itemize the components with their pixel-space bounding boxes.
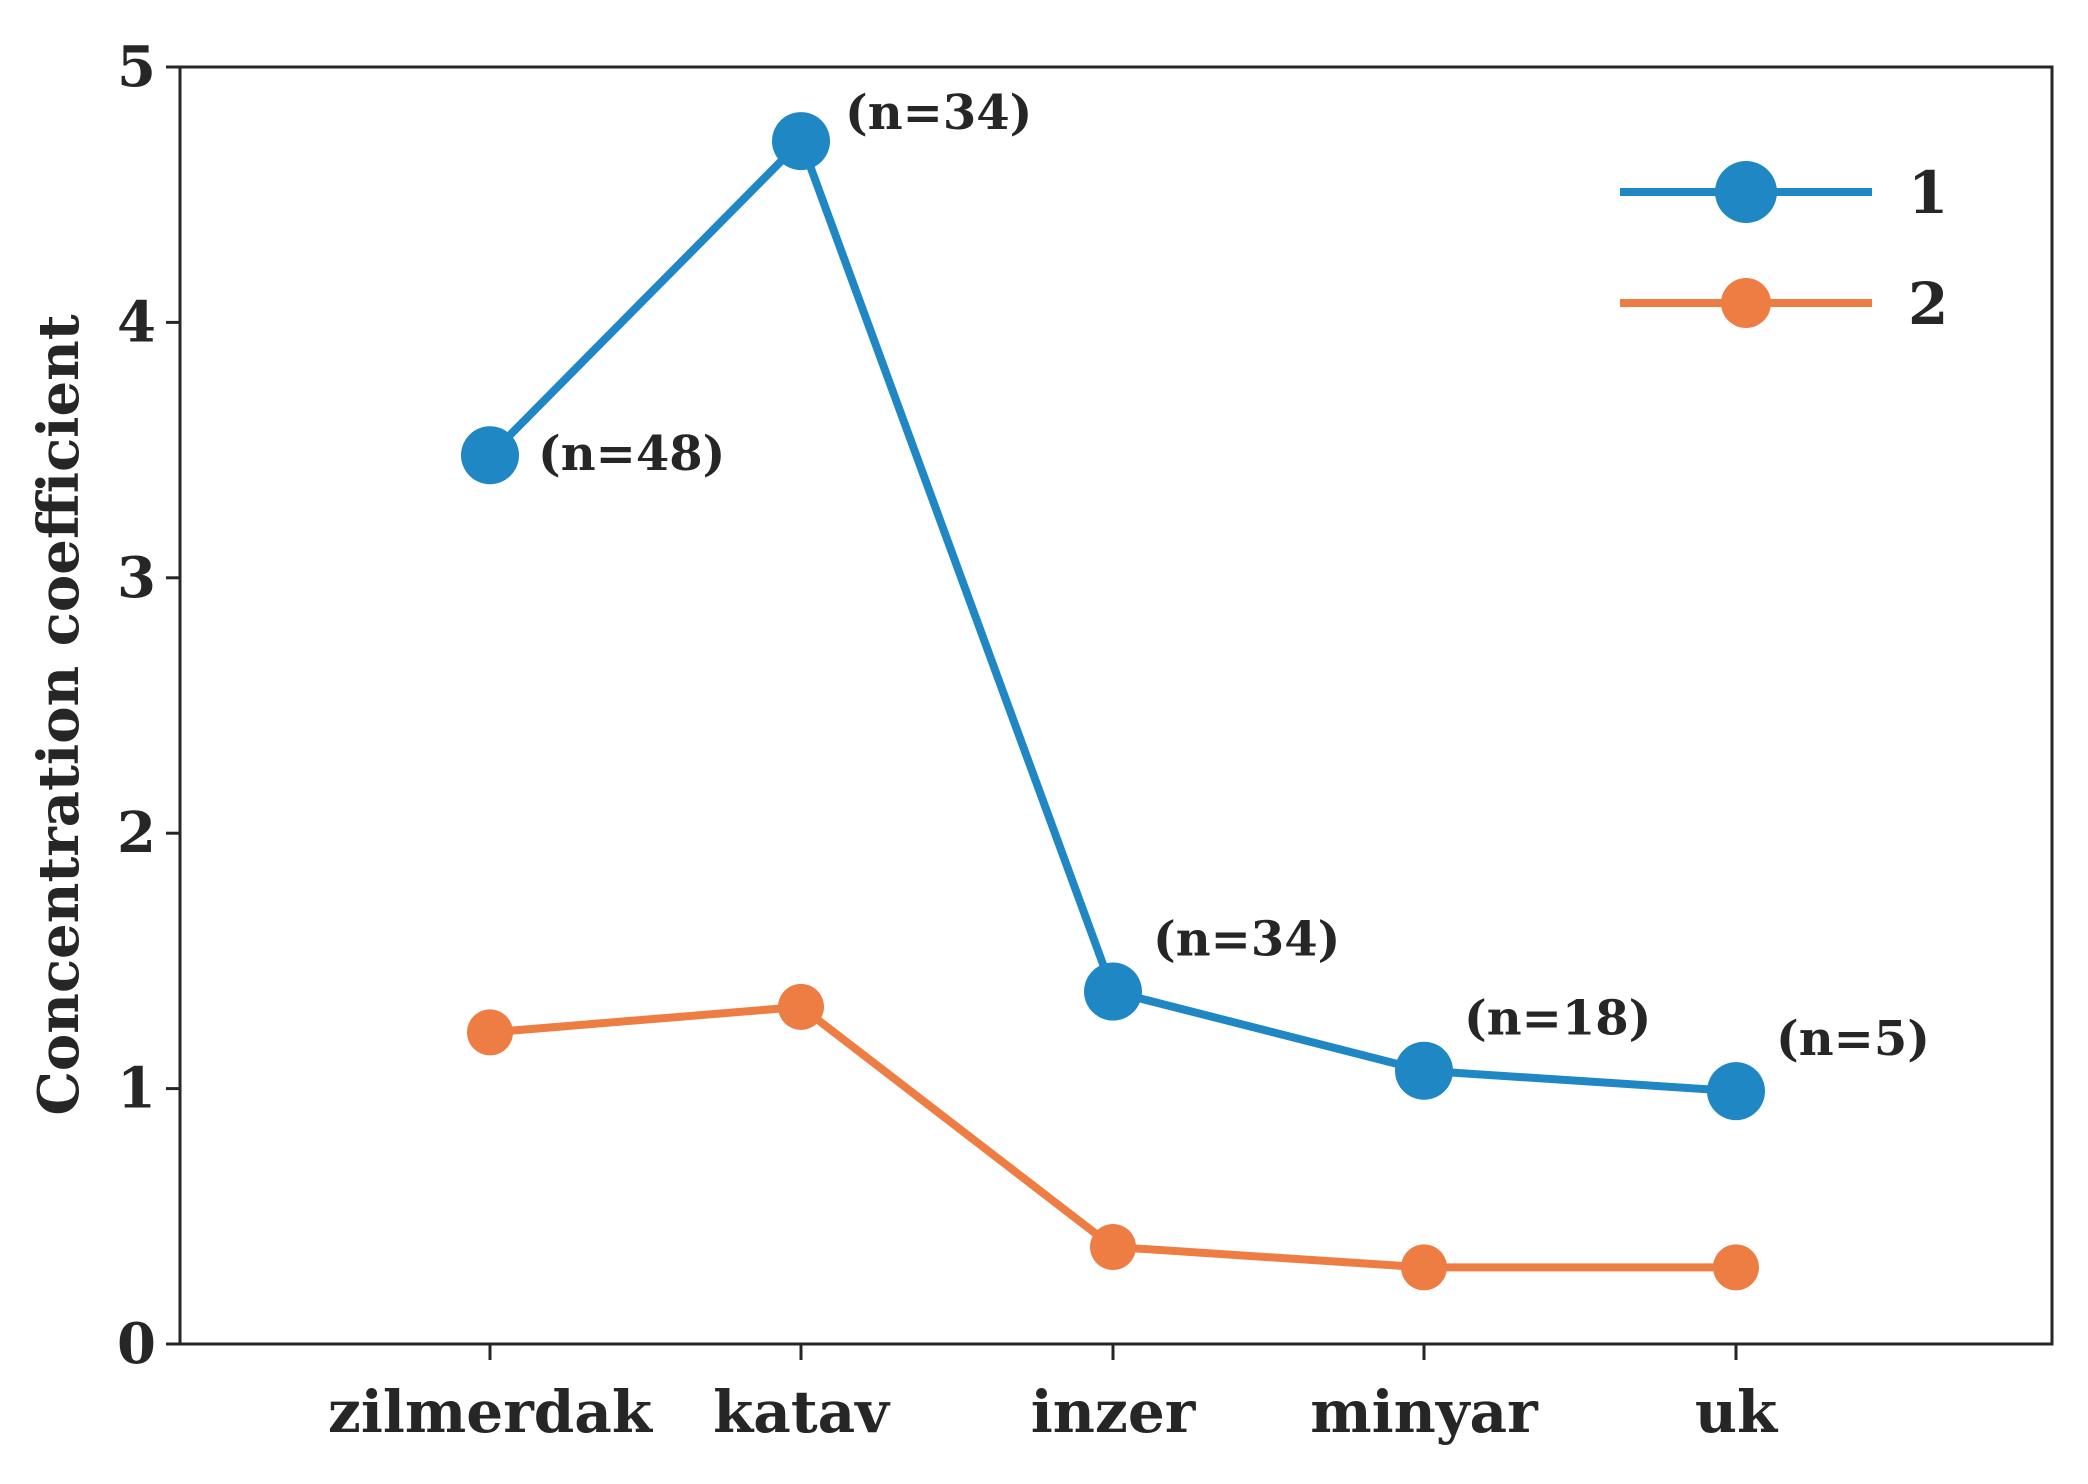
data-label: (n=18) [1464,991,1651,1047]
data-label: (n=34) [1153,912,1340,968]
y-tick-label: 0 [117,1311,156,1377]
series-2-point [467,1009,513,1056]
legend-label-1: 1 [1908,159,1948,227]
series-1-point [772,112,830,171]
series-2-point [1401,1244,1447,1291]
plot-frame [178,65,2054,1346]
legend-marker-1 [1715,161,1777,223]
y-tick-label: 1 [117,1056,156,1122]
series-2-point [1713,1244,1759,1291]
legend-label-2: 2 [1908,270,1948,338]
data-label: (n=34) [845,85,1032,141]
data-label: (n=5) [1776,1011,1930,1067]
series-1-point [461,426,519,485]
series-1-point [1395,1041,1453,1100]
series-layer: (n=48) (n=34) (n=34) (n=18) (n=5) [461,85,1930,1291]
legend: 12 [1620,159,1948,338]
y-axis-title: Concentration coefficient [26,314,92,1115]
y-tick-label: 4 [117,289,156,355]
x-tick-label: zilmerdak [328,1378,654,1446]
y-tick-label: 5 [117,34,156,100]
x-tick-label: uk [1695,1378,1779,1446]
legend-marker-2 [1721,278,1771,328]
x-tick-label: inzer [1031,1378,1197,1446]
x-tick-label: katav [713,1378,891,1446]
y-tick-label: 3 [117,545,156,611]
x-tick-label: minyar [1310,1378,1539,1446]
series-2-point [1090,1223,1136,1270]
series-1-point [1084,962,1142,1021]
y-tick-label: 2 [117,800,156,866]
series-1-line [487,137,1737,1096]
series-2-point [778,983,824,1030]
series-1-point [1707,1062,1765,1121]
data-label: (n=48) [538,426,725,482]
